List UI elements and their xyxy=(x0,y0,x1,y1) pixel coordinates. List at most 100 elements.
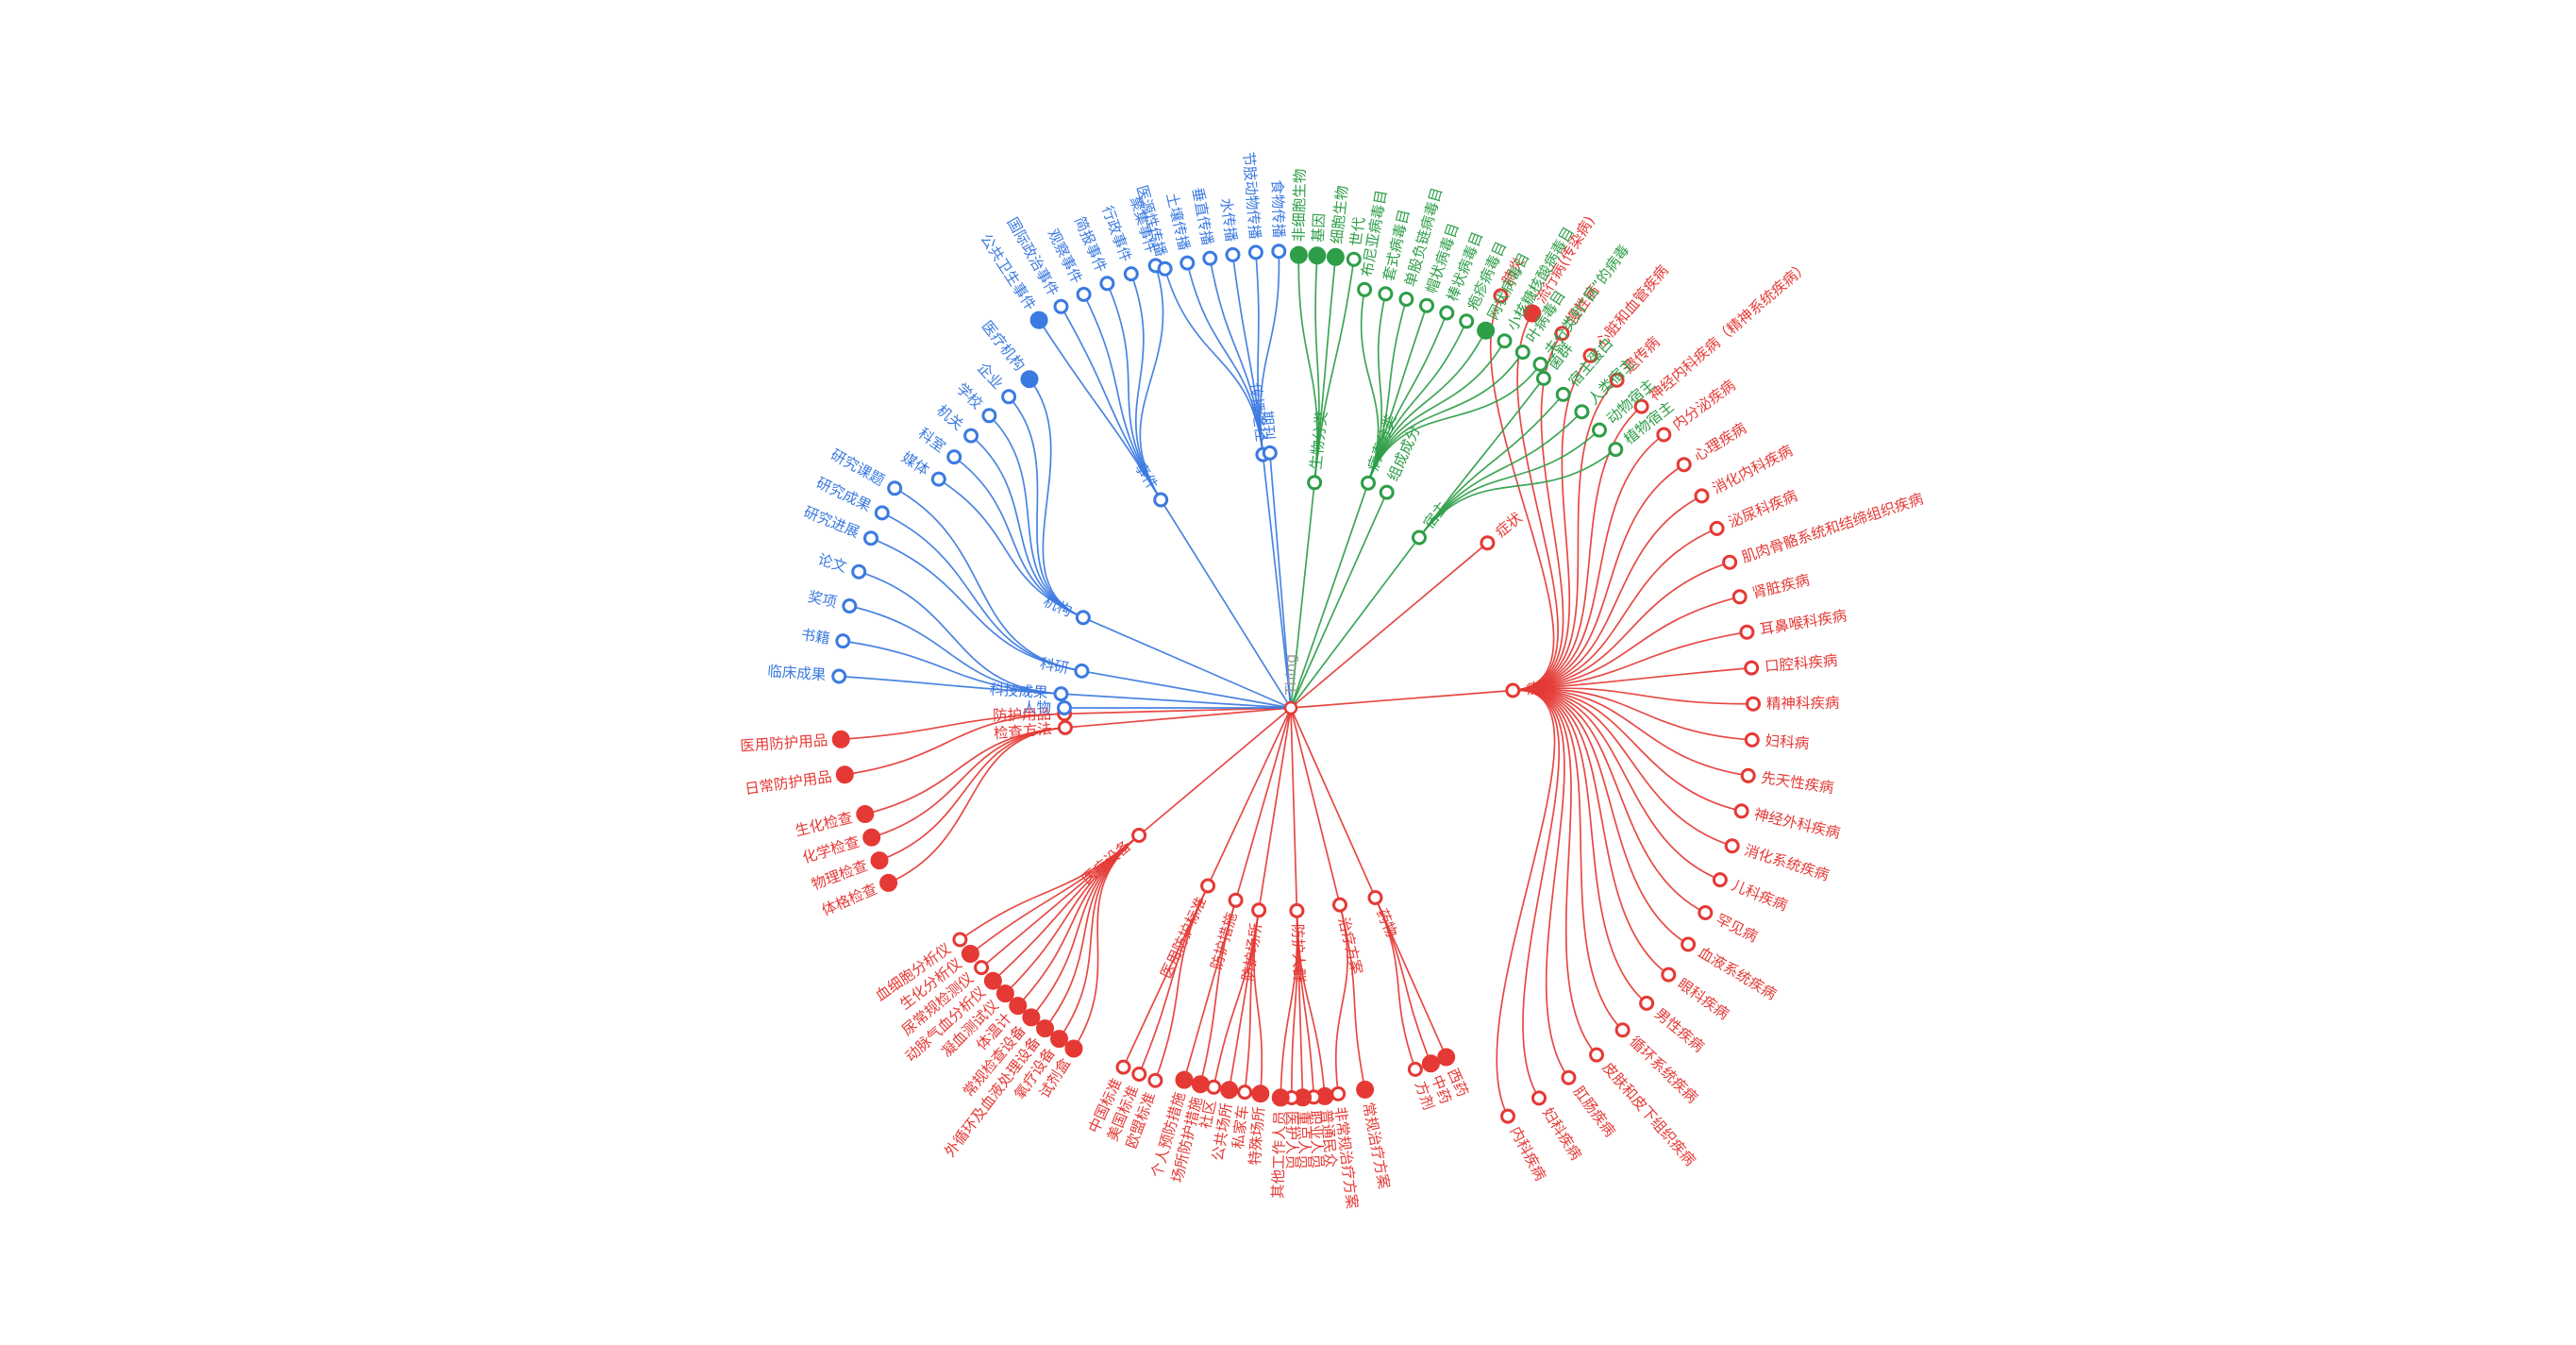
branch-node[interactable] xyxy=(1289,902,1305,918)
leaf-node[interactable] xyxy=(835,633,851,649)
leaf-node[interactable] xyxy=(1237,1084,1253,1101)
leaf-node[interactable] xyxy=(1053,298,1069,314)
leaf-node[interactable] xyxy=(870,851,889,870)
leaf-node[interactable] xyxy=(1532,356,1548,372)
leaf-node[interactable] xyxy=(1115,1059,1131,1075)
leaf-node[interactable] xyxy=(1407,1061,1423,1077)
leaf-node[interactable] xyxy=(963,428,979,444)
leaf-node[interactable] xyxy=(1419,297,1434,313)
branch-node[interactable] xyxy=(1307,475,1323,491)
leaf-node[interactable] xyxy=(1009,997,1028,1016)
leaf-node[interactable] xyxy=(1608,442,1624,458)
leaf-node[interactable] xyxy=(1346,251,1362,267)
leaf-node[interactable] xyxy=(1733,803,1749,819)
branch-node[interactable] xyxy=(1332,897,1347,913)
leaf-node[interactable] xyxy=(1676,457,1692,473)
leaf-node[interactable] xyxy=(1731,589,1748,605)
leaf-node[interactable] xyxy=(1574,404,1590,420)
leaf-node[interactable] xyxy=(1076,286,1092,302)
leaf-node[interactable] xyxy=(1661,967,1677,983)
branch-node[interactable] xyxy=(1262,445,1278,461)
branch-node[interactable] xyxy=(1367,890,1383,905)
branch-node[interactable] xyxy=(1057,700,1072,715)
leaf-node[interactable] xyxy=(1740,767,1756,783)
leaf-node[interactable] xyxy=(1531,1090,1547,1106)
leaf-node[interactable] xyxy=(974,960,990,976)
branch-node[interactable] xyxy=(1200,878,1216,894)
leaf-node[interactable] xyxy=(1020,370,1039,389)
leaf-node[interactable] xyxy=(1398,292,1414,307)
leaf-node[interactable] xyxy=(1330,1085,1347,1101)
leaf-node[interactable] xyxy=(1500,1108,1515,1124)
leaf-node[interactable] xyxy=(1698,905,1714,920)
leaf-node[interactable] xyxy=(862,828,881,847)
root-node[interactable] xyxy=(1283,700,1298,715)
leaf-node[interactable] xyxy=(995,984,1014,1003)
leaf-node[interactable] xyxy=(952,932,968,948)
leaf-node[interactable] xyxy=(1175,1070,1194,1089)
branch-node[interactable] xyxy=(1412,530,1427,546)
leaf-node[interactable] xyxy=(1694,488,1710,504)
leaf-node[interactable] xyxy=(1614,1022,1631,1038)
leaf-node[interactable] xyxy=(1357,281,1373,297)
leaf-node[interactable] xyxy=(1555,386,1571,402)
leaf-node[interactable] xyxy=(851,563,867,580)
branch-node[interactable] xyxy=(1480,535,1496,551)
leaf-node[interactable] xyxy=(1609,372,1625,388)
branch-node[interactable] xyxy=(1251,902,1267,918)
leaf-node[interactable] xyxy=(1633,398,1649,414)
leaf-node[interactable] xyxy=(1744,660,1760,676)
leaf-node[interactable] xyxy=(1225,246,1241,262)
branch-node[interactable] xyxy=(1379,484,1395,500)
leaf-node[interactable] xyxy=(863,530,878,546)
leaf-node[interactable] xyxy=(1523,304,1542,323)
branch-node[interactable] xyxy=(1153,492,1169,508)
leaf-node[interactable] xyxy=(842,598,858,614)
leaf-node[interactable] xyxy=(1746,696,1761,712)
leaf-node[interactable] xyxy=(946,449,962,465)
leaf-node[interactable] xyxy=(1179,255,1196,271)
leaf-node[interactable] xyxy=(1202,250,1218,266)
leaf-node[interactable] xyxy=(887,480,903,496)
leaf-node[interactable] xyxy=(1739,624,1755,640)
leaf-node[interactable] xyxy=(1247,244,1263,261)
leaf-node[interactable] xyxy=(1131,1067,1147,1082)
leaf-node[interactable] xyxy=(981,408,997,424)
leaf-node[interactable] xyxy=(1271,1088,1290,1107)
leaf-node[interactable] xyxy=(1251,1084,1270,1103)
leaf-node[interactable] xyxy=(1459,313,1475,329)
leaf-node[interactable] xyxy=(879,873,898,892)
leaf-node[interactable] xyxy=(1356,1080,1375,1099)
leaf-node[interactable] xyxy=(1022,1008,1041,1027)
leaf-node[interactable] xyxy=(1437,1048,1456,1067)
leaf-node[interactable] xyxy=(1722,554,1738,570)
branch-node[interactable] xyxy=(1053,686,1069,702)
leaf-node[interactable] xyxy=(1036,1019,1054,1038)
leaf-node[interactable] xyxy=(1099,276,1115,292)
leaf-node[interactable] xyxy=(1582,347,1598,363)
branch-node[interactable] xyxy=(1131,828,1147,843)
leaf-node[interactable] xyxy=(1421,1054,1440,1073)
leaf-node[interactable] xyxy=(1681,936,1697,952)
leaf-node[interactable] xyxy=(1123,266,1139,282)
leaf-node[interactable] xyxy=(961,945,979,963)
leaf-node[interactable] xyxy=(1378,286,1394,302)
leaf-node[interactable] xyxy=(1477,321,1496,340)
leaf-node[interactable] xyxy=(1220,1081,1239,1100)
leaf-node[interactable] xyxy=(1029,311,1048,329)
leaf-node[interactable] xyxy=(1497,333,1513,349)
leaf-node[interactable] xyxy=(831,730,850,748)
leaf-node[interactable] xyxy=(1326,247,1345,266)
leaf-node[interactable] xyxy=(1535,370,1551,386)
leaf-node[interactable] xyxy=(1001,389,1017,405)
leaf-node[interactable] xyxy=(874,505,890,521)
leaf-node[interactable] xyxy=(1514,345,1531,361)
leaf-node[interactable] xyxy=(1206,1079,1222,1095)
leaf-node[interactable] xyxy=(1271,244,1287,260)
leaf-node[interactable] xyxy=(1561,1069,1577,1085)
leaf-node[interactable] xyxy=(1709,520,1725,536)
leaf-node[interactable] xyxy=(1050,1030,1068,1049)
branch-node[interactable] xyxy=(1361,475,1376,491)
leaf-node[interactable] xyxy=(930,471,946,487)
leaf-node[interactable] xyxy=(1712,872,1728,888)
